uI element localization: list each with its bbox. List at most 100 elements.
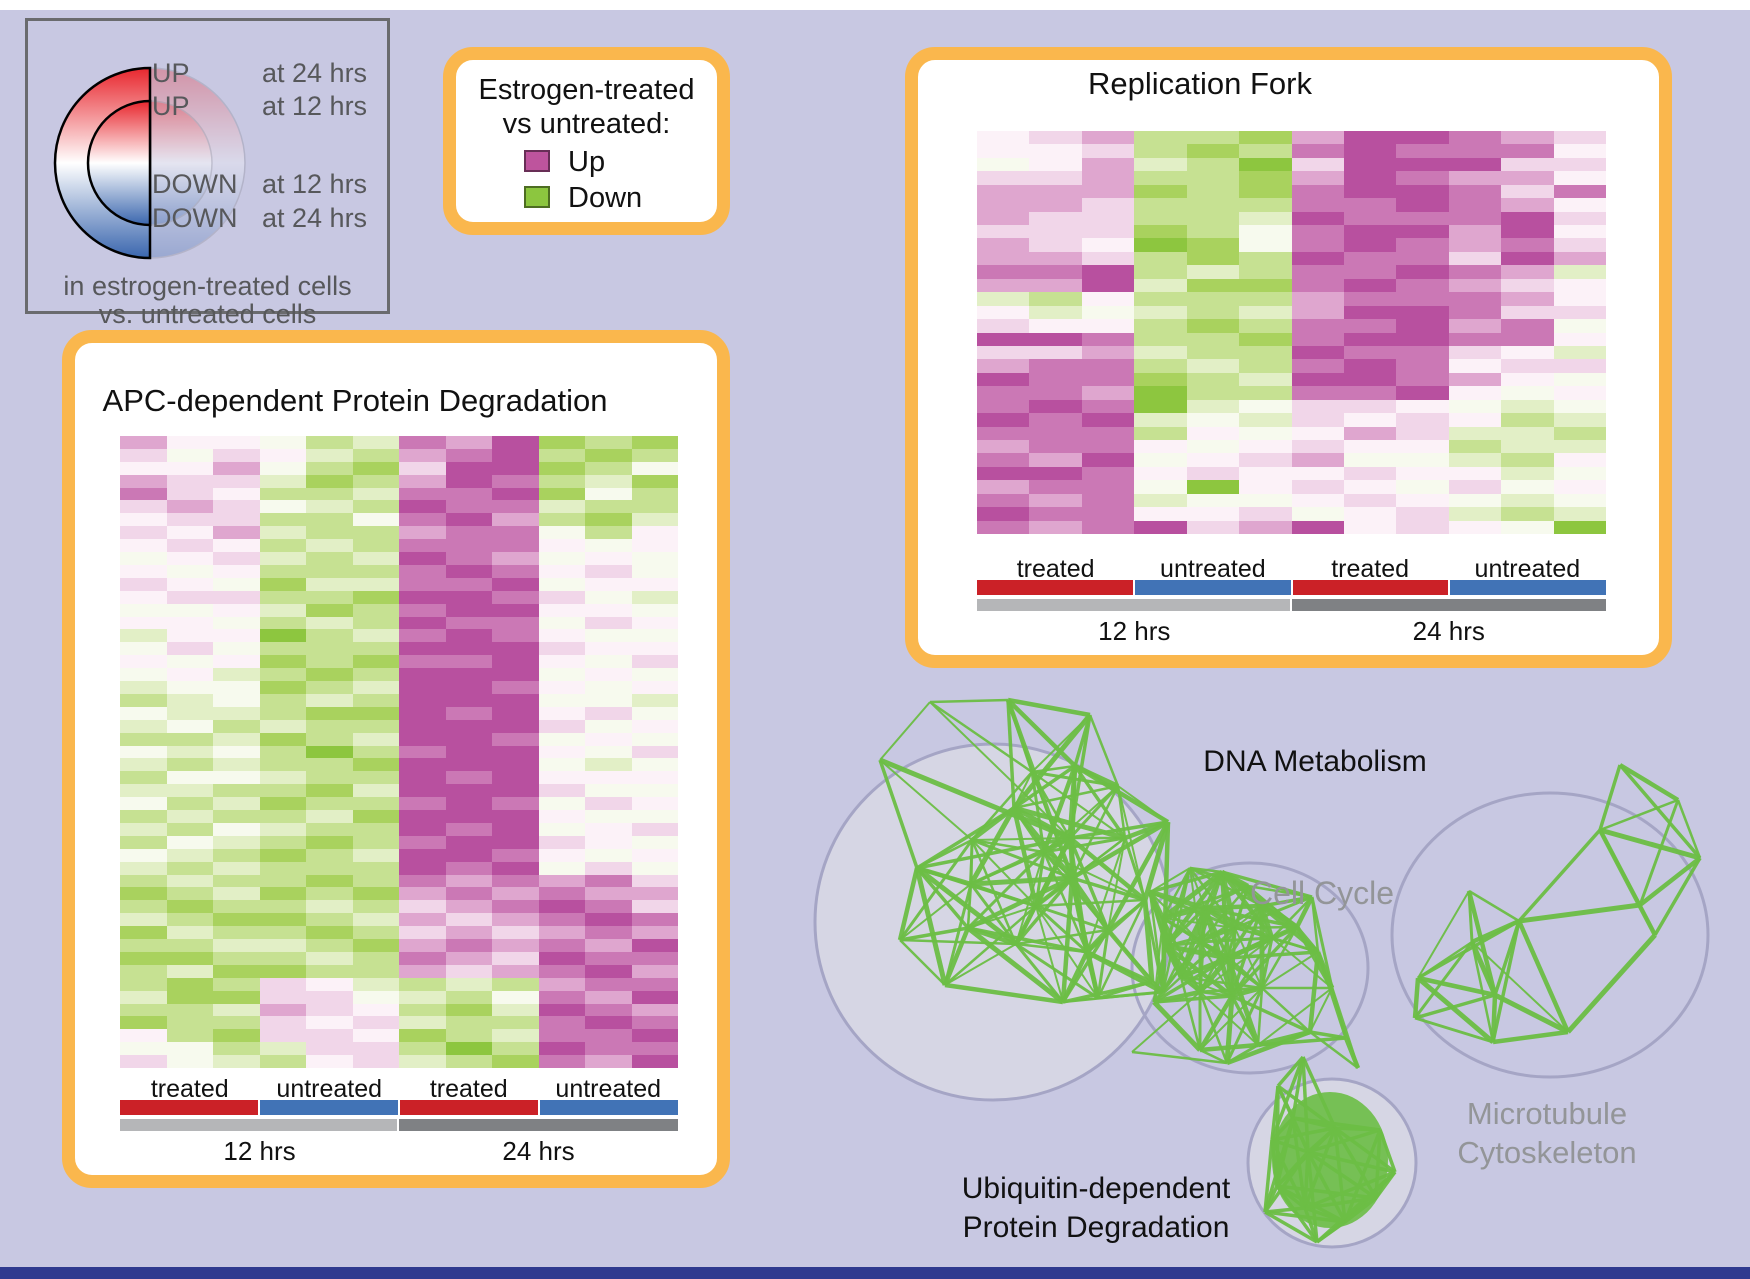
heatmap-cell	[445, 900, 492, 914]
heatmap-cell	[259, 577, 306, 591]
ring-legend-box: UP at 24 hrs UP at 12 hrs DOWN at 12 hrs…	[25, 18, 390, 329]
heatmap-cell	[492, 1003, 539, 1017]
heatmap-cell	[352, 1042, 399, 1056]
heatmap-cell	[213, 964, 260, 978]
heatmap-cell	[306, 436, 353, 449]
heatmap-cell	[538, 539, 585, 553]
heatmap-cell	[1553, 144, 1606, 158]
rf-treatment-bars	[977, 580, 1606, 595]
network-edge	[1131, 991, 1201, 1053]
rf-group-label-4: untreated	[1474, 555, 1581, 583]
heatmap-cell	[1501, 265, 1554, 279]
heatmap-cell	[1134, 507, 1187, 521]
heatmap-cell	[399, 951, 446, 965]
heatmap-cell	[585, 681, 632, 694]
heatmap-cell	[631, 977, 678, 991]
network-edge	[1599, 827, 1701, 861]
heatmap-cell	[1553, 251, 1606, 266]
heatmap-cell	[166, 539, 213, 553]
heatmap-cell	[120, 461, 167, 475]
heatmap-cell	[399, 487, 446, 501]
network-edge	[1043, 851, 1146, 901]
heatmap-cell	[213, 951, 260, 965]
heatmap-cell	[1501, 292, 1554, 306]
network-edge	[1117, 785, 1169, 823]
network-edge	[1035, 898, 1146, 908]
heatmap-cell	[445, 642, 492, 656]
network-edge	[1304, 1170, 1396, 1210]
heatmap-cell	[399, 474, 446, 488]
heatmap-cell	[120, 951, 167, 965]
heatmap-cell	[631, 590, 678, 604]
network-edge	[1161, 870, 1224, 920]
rf-time-bars	[977, 599, 1606, 611]
heatmap-cell	[1029, 439, 1082, 454]
heatmap-cell	[1029, 251, 1082, 266]
heatmap-cell	[399, 848, 446, 862]
heatmap-cell	[1501, 211, 1554, 226]
heatmap-cell	[631, 900, 678, 914]
heatmap-cell	[1448, 225, 1502, 239]
heatmap-cell	[399, 526, 446, 540]
network-edge	[1031, 764, 1076, 774]
heatmap-cell	[585, 771, 632, 785]
heatmap-cell	[585, 861, 632, 875]
heatmap-cell	[306, 590, 353, 604]
heatmap-cell	[1186, 265, 1240, 279]
heatmap-cell	[538, 668, 585, 682]
heatmap-cell	[1553, 439, 1606, 454]
heatmap-cell	[166, 706, 213, 720]
heatmap-cell	[352, 629, 399, 643]
down-swatch-label: Down	[568, 182, 643, 214]
heatmap-cell	[492, 1042, 539, 1056]
heatmap-cell	[1448, 278, 1502, 293]
heatmap-cell	[977, 480, 1030, 494]
heatmap-cell	[1186, 171, 1240, 185]
network-edge	[1012, 713, 1092, 810]
network-edge	[966, 926, 1065, 1004]
heatmap-cell	[1134, 184, 1187, 199]
network-edge	[1271, 1126, 1336, 1142]
heatmap-cell	[1343, 157, 1397, 172]
network-edge	[1491, 920, 1521, 1043]
heatmap-cell	[445, 629, 492, 643]
heatmap-cell	[259, 629, 306, 643]
heatmap-cell	[352, 642, 399, 656]
heatmap-cell	[1501, 386, 1554, 400]
heatmap-cell	[120, 861, 167, 875]
heatmap-cell	[259, 758, 306, 772]
heatmap-cell	[1291, 507, 1344, 521]
heatmap-cell	[166, 887, 213, 901]
heatmap-cell	[445, 758, 492, 772]
heatmap-cell	[213, 590, 260, 604]
heatmap-cell	[259, 526, 306, 540]
rf-group-label-2: untreated	[1160, 555, 1266, 583]
heatmap-cell	[120, 732, 167, 746]
heatmap-cell	[1291, 265, 1344, 279]
network-edge	[970, 875, 1073, 887]
network-edge	[1517, 828, 1602, 923]
heatmap-cell	[352, 693, 399, 707]
heatmap-cell	[259, 693, 306, 707]
heatmap-cell	[445, 513, 492, 527]
network-edge	[971, 837, 1071, 841]
network-edge	[1264, 1210, 1318, 1244]
comparison-title-line2: vs untreated:	[502, 108, 671, 140]
network-edge	[916, 836, 1071, 870]
apc-group-label-2: untreated	[276, 1075, 383, 1103]
heatmap-cell	[977, 359, 1030, 373]
heatmap-cell	[1501, 278, 1554, 293]
heatmap-cell	[120, 706, 167, 720]
heatmap-cell	[538, 758, 585, 772]
heatmap-cell	[492, 513, 539, 527]
network-edge	[1275, 1184, 1319, 1244]
network-edge	[1131, 1050, 1228, 1065]
heatmap-cell	[213, 539, 260, 553]
heatmap-cell	[1239, 292, 1292, 306]
heatmap-cell	[259, 436, 306, 449]
heatmap-cell	[1081, 171, 1135, 185]
heatmap-cell	[492, 1016, 539, 1030]
heatmap-cell	[1553, 359, 1606, 373]
network-edge	[916, 806, 1015, 870]
heatmap-cell	[213, 900, 260, 914]
